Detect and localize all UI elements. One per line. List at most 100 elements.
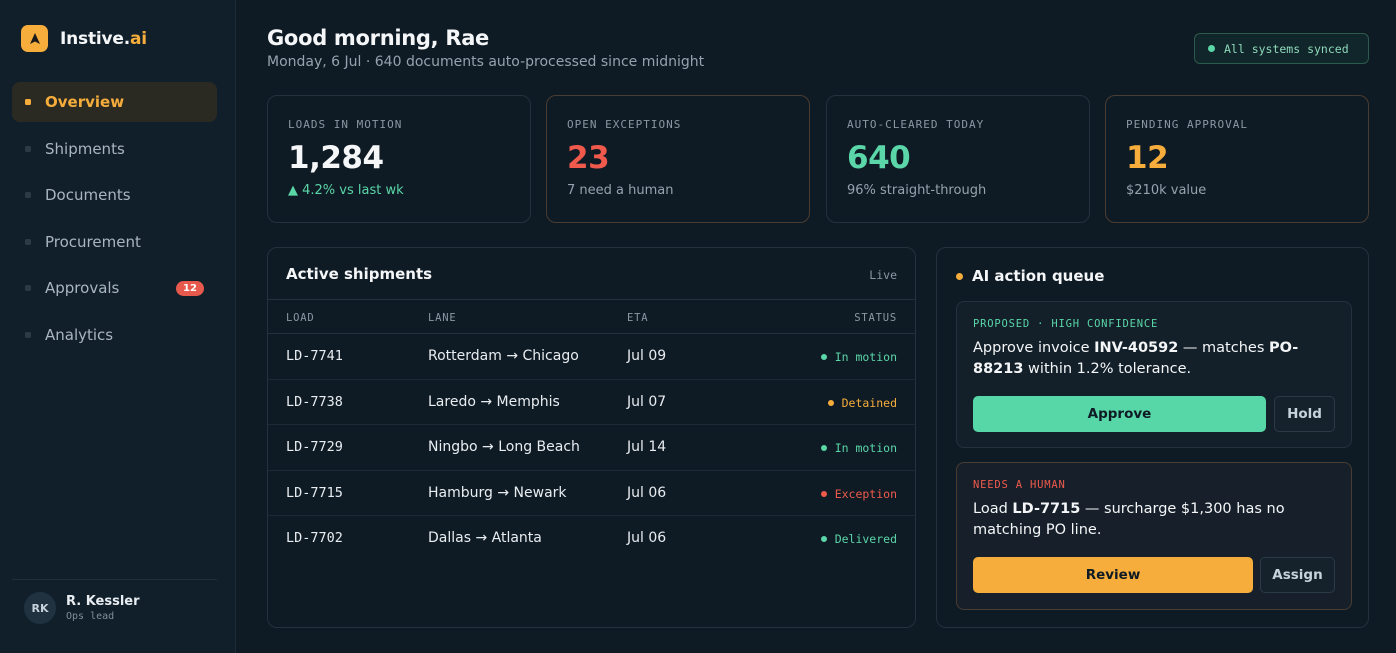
stat-sub: 7 need a human (567, 183, 674, 198)
stat-label: OPEN EXCEPTIONS (567, 118, 682, 131)
sync-status-badge[interactable]: All systems synced (1194, 33, 1369, 64)
stat-value: 23 (567, 140, 610, 176)
avatar: RK (24, 592, 56, 624)
sidebar-item-overview[interactable]: Overview (12, 82, 217, 122)
panel-title: Active shipments (286, 265, 433, 283)
nav-bullet-icon (25, 192, 31, 198)
load-id: LD-7702 (286, 530, 343, 546)
stat-card-pending-approval[interactable]: PENDING APPROVAL 12 $210k value (1105, 95, 1369, 223)
lane: Hamburg → Newark (428, 484, 567, 501)
user-role: Ops lead (66, 611, 115, 622)
table-row[interactable]: LD-7741 Rotterdam → Chicago Jul 09 In mo… (268, 334, 915, 380)
nav-bullet-icon (25, 331, 31, 338)
nav-bullet-icon (25, 145, 31, 152)
user-profile[interactable]: RK R. Kessler Ops lead (12, 579, 217, 624)
sidebar-nav: Overview Shipments Documents Procurement… (12, 82, 217, 361)
status-dot-icon (820, 490, 827, 497)
load-id: LD-7729 (286, 439, 343, 455)
stat-value: 640 (847, 140, 911, 176)
table-header: LOAD LANE ETA STATUS (268, 299, 915, 334)
sidebar-item-procurement[interactable]: Procurement (12, 222, 217, 262)
eta: Jul 06 (627, 530, 667, 546)
stat-sub: $210k value (1126, 183, 1207, 198)
user-meta: R. Kessler Ops lead (66, 594, 140, 622)
approvals-count-badge: 12 (176, 281, 204, 296)
action-card-proposed: PROPOSED · HIGH CONFIDENCE Approve invoi… (956, 301, 1352, 448)
sidebar-item-label: Shipments (45, 139, 125, 158)
sidebar-item-label: Analytics (45, 325, 114, 344)
sidebar-item-label: Approvals (45, 279, 120, 297)
stat-card-loads[interactable]: LOADS IN MOTION 1,284 ▲ 4.2% vs last wk (267, 95, 531, 223)
status-dot-icon (820, 354, 827, 360)
status-dot-icon (1208, 45, 1215, 52)
table-row[interactable]: LD-7729 Ningbo → Long Beach Jul 14 In mo… (268, 425, 915, 471)
sidebar-item-approvals[interactable]: Approvals 12 (12, 268, 217, 308)
lane: Laredo → Memphis (428, 393, 560, 410)
status-badge: Delivered (820, 532, 897, 546)
eta: Jul 07 (627, 393, 667, 410)
sidebar: Instive.ai Overview Shipments Documents … (0, 0, 236, 653)
hold-button[interactable]: Hold (1274, 396, 1335, 432)
sidebar-item-analytics[interactable]: Analytics (12, 315, 217, 355)
column-header-status[interactable]: STATUS (854, 312, 897, 324)
approve-button[interactable]: Approve (973, 396, 1266, 432)
review-button[interactable]: Review (973, 557, 1253, 593)
stat-label: PENDING APPROVAL (1126, 118, 1248, 131)
page-subtitle: Monday, 6 Jul · 640 documents auto-proce… (267, 54, 705, 70)
load-id: LD-7741 (286, 348, 343, 364)
stat-label: LOADS IN MOTION (288, 118, 403, 131)
table-row[interactable]: LD-7715 Hamburg → Newark Jul 06 Exceptio… (268, 471, 915, 516)
load-id: LD-7738 (286, 393, 343, 410)
stat-sub: 96% straight-through (847, 183, 987, 198)
stat-card-exceptions[interactable]: OPEN EXCEPTIONS 23 7 need a human (546, 95, 810, 223)
sidebar-item-label: Documents (45, 186, 131, 204)
column-header-eta[interactable]: ETA (627, 312, 649, 324)
ai-action-queue-panel: AI action queue PROPOSED · HIGH CONFIDEN… (936, 247, 1369, 628)
status-dot-icon (827, 399, 834, 406)
stat-value: 1,284 (288, 140, 384, 176)
logo-icon (21, 25, 48, 52)
lane: Ningbo → Long Beach (428, 439, 580, 455)
stat-card-auto-cleared[interactable]: AUTO-CLEARED TODAY 640 96% straight-thro… (826, 95, 1090, 223)
card-tag: PROPOSED · HIGH CONFIDENCE (973, 318, 1159, 330)
table-row[interactable]: LD-7702 Dallas → Atlanta Jul 06 Delivere… (268, 516, 915, 562)
stat-trend: ▲ 4.2% vs last wk (288, 183, 404, 198)
eta: Jul 14 (627, 439, 667, 455)
status-badge: Detained (827, 396, 897, 410)
sidebar-item-documents[interactable]: Documents (12, 175, 217, 215)
stat-value: 12 (1126, 140, 1169, 176)
column-header-load[interactable]: LOAD (286, 312, 315, 324)
queue-dot-icon (956, 272, 963, 280)
lane: Rotterdam → Chicago (428, 348, 579, 364)
eta: Jul 06 (627, 484, 667, 501)
sidebar-item-label: Procurement (45, 232, 141, 251)
load-id: LD-7715 (286, 484, 343, 501)
sidebar-item-label: Overview (45, 93, 125, 111)
user-name: R. Kessler (66, 594, 140, 609)
sync-status-label: All systems synced (1224, 41, 1349, 56)
nav-bullet-icon (25, 238, 31, 245)
column-header-lane[interactable]: LANE (428, 312, 457, 324)
lane: Dallas → Atlanta (428, 530, 542, 546)
status-badge: In motion (820, 350, 897, 364)
sidebar-item-shipments[interactable]: Shipments (12, 129, 217, 169)
live-indicator: Live (869, 268, 897, 282)
nav-bullet-icon (25, 285, 31, 291)
status-dot-icon (820, 445, 827, 451)
brand[interactable]: Instive.ai (21, 25, 147, 52)
assign-button[interactable]: Assign (1260, 557, 1335, 593)
eta: Jul 09 (627, 348, 667, 364)
card-text: Approve invoice INV-40592 — matches PO-8… (973, 340, 1299, 377)
status-badge: In motion (820, 441, 897, 455)
table-row[interactable]: LD-7738 Laredo → Memphis Jul 07 Detained (268, 380, 915, 425)
action-card-needs-human: NEEDS A HUMAN Load LD-7715 — surcharge $… (956, 462, 1352, 610)
card-tag: NEEDS A HUMAN (973, 479, 1066, 491)
nav-bullet-icon (25, 99, 31, 105)
card-text: Load LD-7715 — surcharge $1,300 has no m… (973, 501, 1285, 538)
status-badge: Exception (820, 487, 897, 501)
status-dot-icon (820, 536, 827, 542)
stat-label: AUTO-CLEARED TODAY (847, 118, 985, 131)
page-title: Good morning, Rae (267, 26, 490, 50)
brand-name: Instive.ai (60, 28, 147, 49)
panel-title: AI action queue (972, 267, 1105, 285)
